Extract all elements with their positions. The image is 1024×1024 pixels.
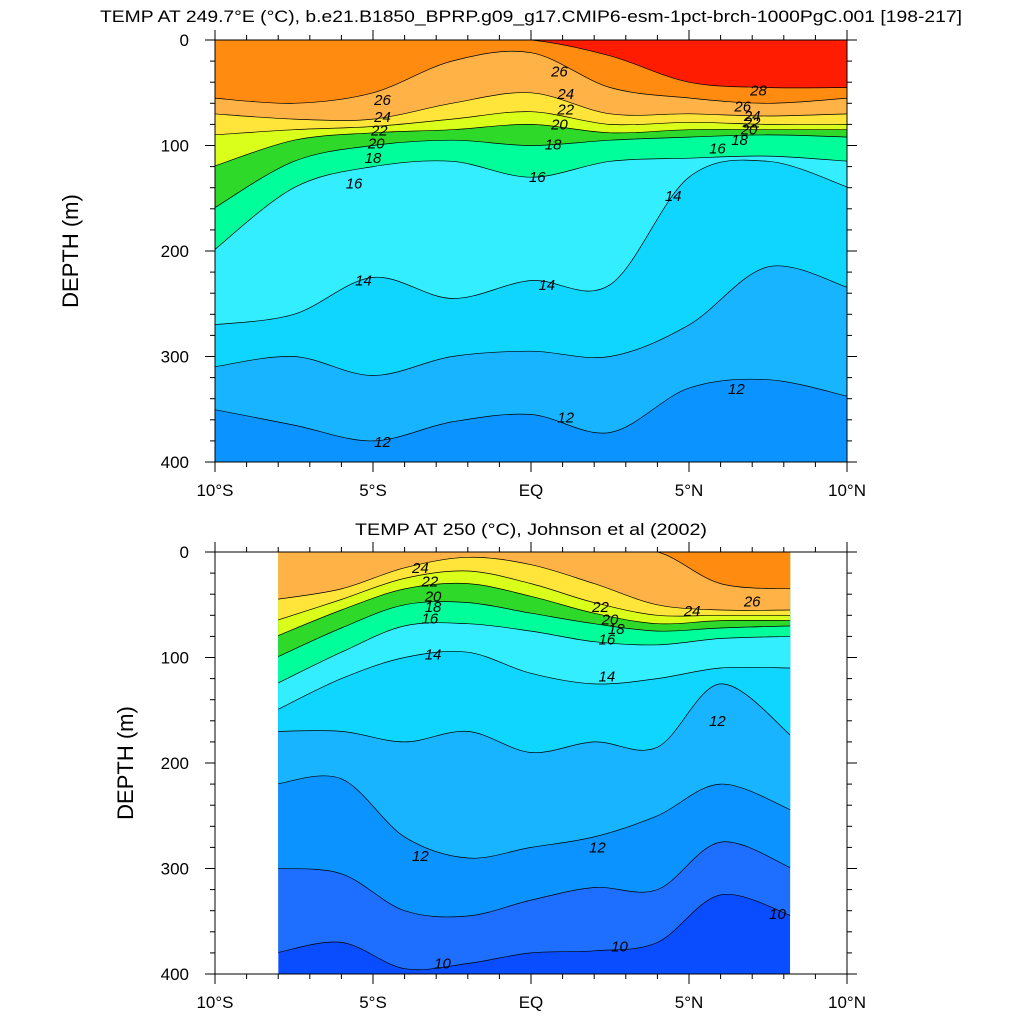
band-24 (278, 552, 791, 611)
contour-label-18: 18 (608, 621, 625, 638)
contour-label-20: 20 (601, 612, 619, 629)
isotherm-16 (278, 622, 791, 684)
contour-label-22: 22 (370, 123, 388, 140)
x-tick-label: 5°S (359, 993, 387, 1012)
band-26 (658, 552, 791, 589)
y-tick-label: 200 (161, 242, 189, 261)
panel-2: 2422201816141222201816141224261210101010… (113, 520, 866, 1012)
x-tick-label: 10°S (196, 481, 233, 500)
contour-label-24: 24 (556, 86, 574, 103)
contour-label-22: 22 (556, 102, 574, 119)
contour-label-18: 18 (365, 150, 382, 167)
y-tick-label: 400 (161, 965, 189, 984)
y-tick-label: 300 (161, 860, 189, 879)
y-tick-label: 100 (161, 649, 189, 668)
contour-fills (215, 40, 847, 462)
y-axis-label: DEPTH (m) (58, 194, 83, 308)
contour-label-12: 12 (374, 434, 391, 451)
isotherm-12 (215, 378, 847, 442)
chart-title: TEMP AT 249.7°E (°C), b.e21.B1850_BPRP.g… (100, 7, 962, 26)
x-tick-label: EQ (519, 993, 544, 1012)
contour-label-22: 22 (421, 574, 439, 591)
contour-label-12: 12 (557, 410, 574, 427)
isotherm-18 (278, 601, 791, 657)
contour-label-18: 18 (425, 599, 442, 616)
x-tick-label: 10°S (196, 993, 233, 1012)
contour-fills (278, 552, 791, 974)
y-tick-label: 200 (161, 754, 189, 773)
isotherm-13 (215, 265, 847, 376)
isotherm-13 (278, 683, 791, 753)
isotherm-10 (278, 894, 791, 971)
isotherm-12 (278, 775, 791, 859)
y-tick-label: 0 (180, 31, 189, 50)
isotherm-18 (215, 134, 847, 208)
y-tick-label: 0 (180, 543, 189, 562)
contour-label-12: 12 (728, 381, 745, 398)
x-tick-label: 10°N (828, 481, 866, 500)
contour-label-10: 10 (611, 939, 628, 956)
contour-label-26: 26 (733, 98, 751, 115)
contour-label-18: 18 (731, 132, 748, 149)
isotherm-16 (215, 155, 847, 250)
y-tick-label: 300 (161, 348, 189, 367)
isotherm-22 (215, 111, 847, 136)
contour-label-16: 16 (529, 169, 546, 186)
band-28 (535, 40, 847, 88)
x-tick-label: 5°N (675, 993, 704, 1012)
contour-label-22: 22 (591, 599, 609, 616)
isotherm-26 (215, 50, 847, 104)
contour-label-24: 24 (411, 560, 429, 577)
contour-label-20: 20 (424, 588, 442, 605)
contour-label-16: 16 (709, 141, 726, 158)
isotherm-24 (278, 556, 791, 611)
contour-label-12: 12 (709, 713, 726, 730)
isotherm-22 (278, 570, 791, 621)
contour-label-26: 26 (373, 92, 391, 109)
contour-label-26: 26 (550, 64, 568, 81)
contour-label-24: 24 (743, 108, 761, 125)
isotherm-24 (215, 92, 847, 121)
contour-label-14: 14 (425, 646, 442, 663)
contour-label-16: 16 (346, 175, 363, 192)
isotherm-11 (278, 841, 791, 918)
y-tick-label: 400 (161, 453, 189, 472)
contour-label-18: 18 (545, 136, 562, 153)
contour-label-24: 24 (683, 603, 701, 620)
x-tick-label: 5°S (359, 481, 387, 500)
contour-label-10: 10 (434, 955, 451, 972)
chart-title: TEMP AT 250 (°C), Johnson et al (2002) (355, 520, 707, 539)
isotherm-14 (278, 650, 791, 710)
contour-label-16: 16 (598, 632, 615, 649)
contour-label-12: 12 (589, 839, 606, 856)
contour-label-14: 14 (665, 188, 682, 205)
isotherm-28 (532, 40, 847, 89)
y-axis-label: DEPTH (m) (113, 706, 138, 820)
contour-label-12: 12 (412, 848, 429, 865)
contour-label-22: 22 (743, 114, 761, 131)
contour-label-10: 10 (769, 906, 786, 923)
isotherm-14 (215, 159, 847, 326)
contour-label-26: 26 (743, 594, 761, 611)
isotherm-20 (278, 582, 791, 636)
contour-label-14: 14 (538, 277, 555, 294)
x-tick-label: 5°N (675, 481, 704, 500)
contour-label-20: 20 (740, 122, 758, 139)
contour-label-20: 20 (367, 135, 385, 152)
y-tick-label: 100 (161, 137, 189, 156)
x-tick-label: 10°N (828, 993, 866, 1012)
x-tick-label: EQ (519, 481, 544, 500)
contour-label-16: 16 (422, 610, 439, 627)
contour-label-20: 20 (550, 116, 568, 133)
contour-label-14: 14 (355, 273, 372, 290)
contour-label-24: 24 (373, 109, 391, 126)
isotherm-20 (215, 124, 847, 167)
contour-label-14: 14 (598, 668, 615, 685)
isotherm-26 (657, 552, 791, 590)
contour-label-28: 28 (749, 83, 767, 100)
